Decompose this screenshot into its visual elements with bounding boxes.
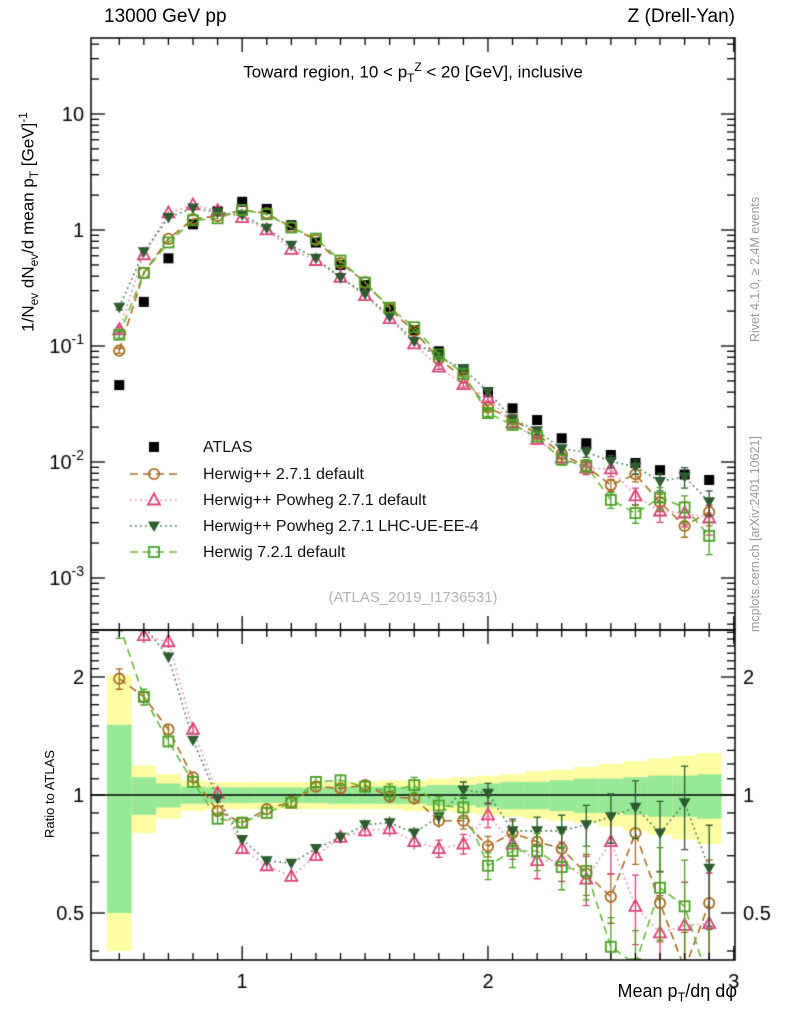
ratio-y-axis-title: Ratio to ATLAS [42,750,57,838]
legend-label-herwigpp-powheg-ue: Herwig++ Powheg 2.7.1 LHC-UE-EE-4 [203,518,479,535]
plot-title: Toward region, 10 < pTZ < 20 [GeV], incl… [243,60,583,86]
legend-label-herwigpp-powheg-default: Herwig++ Powheg 2.7.1 default [203,492,427,509]
analysis-watermark: (ATLAS_2019_I1736531) [328,589,498,606]
legend-label-herwigpp-default: Herwig++ 2.7.1 default [203,466,364,483]
x-axis-title: Mean pT/dη dφ [617,981,737,1005]
beam-energy-label: 13000 GeV pp [104,6,227,27]
legend-label-herwig7: Herwig 7.2.1 default [203,544,346,561]
mcplots-arxiv-note: mcplots.cern.ch [arXiv:2401.10621] [748,436,762,632]
main-y-axis-title: 1/Nev dNev/d mean pT [GeV]-1 [16,112,42,332]
process-label: Z (Drell-Yan) [627,6,735,27]
rivet-version-note: Rivet 4.1.0, ≥ 2.4M events [748,196,762,342]
legend-label-atlas: ATLAS [203,439,253,456]
